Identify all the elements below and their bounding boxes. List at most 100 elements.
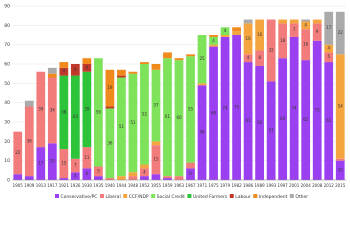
- data-label: 5: [97, 168, 100, 173]
- data-label: 69: [211, 110, 217, 115]
- bar-segment: [140, 168, 149, 177]
- data-label: 49: [199, 130, 205, 135]
- x-tick-label: 2004: [301, 183, 312, 188]
- data-label: 75: [234, 105, 240, 110]
- bar-segment: [24, 176, 34, 180]
- legend-swatch: [229, 194, 234, 198]
- x-tick-label: 1986: [243, 183, 254, 188]
- bar-segment: [301, 60, 311, 181]
- bar-segment: [59, 62, 69, 68]
- legend-label: Labour: [235, 194, 251, 200]
- bar-segment: [117, 69, 126, 76]
- bar-segment: [117, 75, 126, 78]
- bar-segment: [289, 36, 299, 180]
- data-label: 4: [143, 169, 146, 174]
- data-label: 37: [153, 103, 159, 108]
- data-label: 4: [327, 46, 330, 51]
- x-tick-label: 2001: [289, 183, 300, 188]
- data-label: 62: [303, 117, 309, 122]
- y-tick-label: 80: [4, 23, 10, 29]
- data-label: 25: [199, 56, 205, 61]
- bar-segment: [117, 77, 126, 177]
- data-label: 4: [74, 173, 77, 178]
- x-tick-label: 1971: [197, 183, 208, 188]
- bar-segment: [220, 36, 230, 180]
- bar-segment: [47, 73, 57, 78]
- data-label: 34: [50, 107, 56, 112]
- bar-segment: [128, 172, 138, 177]
- legend-label: Social Credit: [157, 194, 186, 200]
- bar-segment: [186, 162, 195, 169]
- data-label: 38: [61, 109, 67, 114]
- data-label: 51: [269, 128, 275, 133]
- bar-segment: [140, 64, 149, 165]
- bar-segment: [209, 44, 218, 47]
- bar-segment: [209, 35, 218, 37]
- data-label: 17: [326, 25, 332, 30]
- x-tick-label: 1926: [70, 183, 81, 188]
- y-tick-label: 40: [4, 100, 10, 106]
- bar-segment: [163, 176, 172, 179]
- bar-segment: [24, 106, 34, 177]
- bar-segment: [47, 67, 57, 74]
- bar-segment: [209, 36, 218, 45]
- x-tick-label: 1997: [278, 183, 289, 188]
- legend-label: Liberal: [105, 194, 120, 200]
- data-label: 61: [326, 118, 332, 123]
- bar-segment: [174, 60, 184, 177]
- bar-segment: [278, 23, 288, 59]
- data-label: 39: [84, 106, 90, 111]
- bar-segment: [117, 176, 126, 180]
- data-label: 22: [338, 30, 344, 35]
- x-tick-label: 1935: [93, 183, 104, 188]
- data-label: 4: [304, 22, 307, 27]
- y-tick-label: 0: [7, 178, 10, 184]
- bar-segment: [197, 83, 207, 86]
- bar-segment: [289, 19, 299, 24]
- bar-segment: [312, 19, 322, 24]
- x-tick-label: 1967: [185, 183, 196, 188]
- data-label: 55: [188, 106, 194, 111]
- legend-label: CCF/NDP: [129, 194, 149, 200]
- y-tick-label: 90: [4, 4, 10, 10]
- bar-segment: [197, 35, 207, 84]
- data-label: 36: [27, 138, 33, 143]
- x-tick-label: 1948: [128, 183, 139, 188]
- bar-segment: [301, 21, 311, 30]
- data-label: 8: [258, 55, 261, 60]
- bar-segment: [13, 174, 23, 180]
- bar-segment: [151, 69, 161, 142]
- bar-segment: [186, 168, 195, 180]
- legend-swatch: [253, 194, 258, 198]
- bar-segment: [47, 143, 57, 180]
- data-label: 4: [247, 55, 250, 60]
- data-label: 11: [84, 155, 90, 160]
- bar-segment: [243, 23, 253, 55]
- data-label: 19: [107, 85, 113, 90]
- x-tick-label: 1993: [266, 183, 277, 188]
- bar-segment: [128, 176, 138, 180]
- bar-segment: [312, 40, 322, 180]
- bar-segment: [59, 75, 69, 150]
- x-tick-label: 2008: [312, 183, 323, 188]
- bar-segment: [163, 52, 172, 59]
- bar-segment: [70, 158, 80, 173]
- bar-segment: [335, 11, 345, 55]
- bar-segment: [335, 160, 345, 180]
- x-tick-label: 1940: [105, 183, 116, 188]
- bar-segment: [243, 19, 253, 24]
- bar-segment: [105, 106, 115, 109]
- y-tick-label: 70: [4, 42, 10, 48]
- data-label: 72: [315, 107, 321, 112]
- data-label: 74: [292, 105, 298, 110]
- x-tick-label: 1959: [162, 183, 173, 188]
- data-label: 63: [280, 116, 286, 121]
- bar-segment: [94, 166, 103, 177]
- data-label: 16: [246, 36, 252, 41]
- bar-segment: [151, 64, 161, 70]
- bar-segment: [186, 54, 195, 57]
- bar-segment: [324, 11, 334, 45]
- bar-segment: [243, 62, 253, 180]
- data-label: 4: [224, 28, 227, 33]
- data-label: 4: [212, 38, 215, 43]
